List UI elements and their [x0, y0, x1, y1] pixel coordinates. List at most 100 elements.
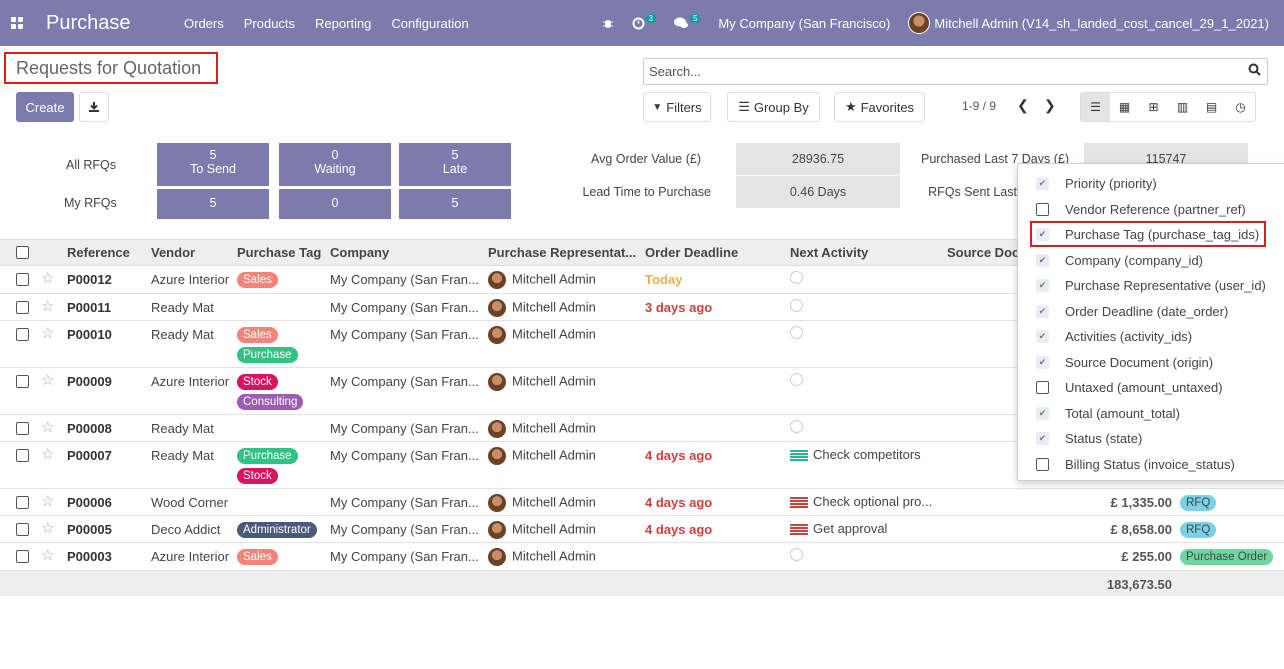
- row-checkbox[interactable]: [16, 523, 29, 536]
- row-checkbox[interactable]: [16, 550, 29, 563]
- row-checkbox[interactable]: [16, 375, 29, 388]
- app-brand[interactable]: Purchase: [46, 11, 131, 34]
- table-row[interactable]: ☆ P00006 Wood Corner My Company (San Fra…: [0, 489, 1284, 516]
- clock-icon[interactable]: [790, 548, 803, 561]
- column-toggle-checkbox[interactable]: ✔: [1036, 329, 1049, 343]
- star-icon[interactable]: ☆: [41, 547, 55, 564]
- optional-column-item[interactable]: Billing Status (invoice_status): [1036, 453, 1235, 475]
- optional-column-item[interactable]: ✔ Status (state): [1036, 427, 1142, 449]
- column-toggle-checkbox[interactable]: ✔: [1036, 253, 1049, 267]
- pager-previous-icon[interactable]: ❮: [1017, 97, 1029, 113]
- column-source-document[interactable]: Source Doc: [947, 245, 1020, 260]
- menu-products[interactable]: Products: [243, 15, 296, 31]
- star-icon[interactable]: ☆: [41, 419, 55, 436]
- optional-column-item[interactable]: Untaxed (amount_untaxed): [1036, 376, 1223, 398]
- optional-column-item[interactable]: ✔ Purchase Tag (purchase_tag_ids): [1036, 223, 1259, 245]
- column-reference[interactable]: Reference: [67, 245, 130, 260]
- company-switcher[interactable]: My Company (San Francisco): [718, 15, 891, 31]
- table-row[interactable]: ☆ P00010 Ready Mat Sales Purchase My Comp…: [0, 321, 1284, 368]
- clock-icon[interactable]: [790, 271, 803, 284]
- create-button[interactable]: Create: [16, 92, 74, 122]
- clock-icon[interactable]: [790, 326, 803, 339]
- clock-icon[interactable]: [790, 420, 803, 433]
- pivot-view-icon[interactable]: ⊞: [1148, 100, 1159, 114]
- graph-view-icon[interactable]: ▥: [1176, 100, 1189, 114]
- table-row[interactable]: ☆ P00011 Ready Mat My Company (San Fran.…: [0, 294, 1284, 321]
- optional-column-item[interactable]: ✔ Source Document (origin): [1036, 351, 1213, 373]
- star-icon[interactable]: ☆: [41, 325, 55, 342]
- column-purchase-tag[interactable]: Purchase Tag: [237, 245, 322, 260]
- kanban-view-icon[interactable]: ▦: [1118, 100, 1131, 114]
- menu-configuration[interactable]: Configuration: [391, 15, 469, 31]
- menu-reporting[interactable]: Reporting: [315, 15, 372, 31]
- activity-type-icon[interactable]: [790, 496, 808, 509]
- optional-column-item[interactable]: ✔ Purchase Representative (user_id): [1036, 274, 1266, 296]
- pager-value[interactable]: 1-9 / 9: [962, 99, 997, 113]
- column-next-activity[interactable]: Next Activity: [790, 245, 869, 260]
- column-toggle-checkbox[interactable]: [1036, 380, 1049, 394]
- search-input[interactable]: Search...: [643, 58, 1268, 85]
- apps-menu-icon[interactable]: [0, 0, 34, 46]
- table-row[interactable]: ☆ P00012 Azure Interior Sales My Company…: [0, 266, 1284, 294]
- clock-icon[interactable]: [790, 299, 803, 312]
- table-row[interactable]: ☆ P00008 Ready Mat My Company (San Fran.…: [0, 415, 1284, 442]
- activity-view-icon[interactable]: ◷: [1235, 100, 1246, 114]
- calendar-view-icon[interactable]: ▤: [1205, 100, 1218, 114]
- column-toggle-checkbox[interactable]: ✔: [1036, 406, 1049, 420]
- filters-button[interactable]: ▼ Filters: [643, 92, 711, 122]
- star-icon[interactable]: ☆: [41, 446, 55, 463]
- star-icon[interactable]: ☆: [41, 372, 55, 389]
- user-menu[interactable]: Mitchell Admin (V14_sh_landed_cost_cance…: [908, 12, 1269, 34]
- pager-next-icon[interactable]: ❯: [1044, 97, 1056, 113]
- row-checkbox[interactable]: [16, 496, 29, 509]
- search-icon[interactable]: [1248, 63, 1261, 79]
- column-company[interactable]: Company: [330, 245, 390, 260]
- menu-orders[interactable]: Orders: [184, 15, 224, 31]
- download-button[interactable]: [79, 92, 109, 122]
- favorites-button[interactable]: ★ Favorites: [834, 92, 925, 122]
- activity-menu[interactable]: 3: [632, 13, 656, 30]
- column-toggle-checkbox[interactable]: ✔: [1036, 431, 1049, 445]
- activity-type-icon[interactable]: [790, 523, 808, 536]
- optional-column-item[interactable]: ✔ Order Deadline (date_order): [1036, 300, 1228, 322]
- tile-my-waiting[interactable]: 0: [279, 189, 391, 219]
- column-toggle-checkbox[interactable]: [1036, 202, 1049, 216]
- clock-icon[interactable]: [790, 373, 803, 386]
- column-toggle-checkbox[interactable]: [1036, 457, 1049, 471]
- row-checkbox[interactable]: [16, 328, 29, 341]
- row-checkbox[interactable]: [16, 449, 29, 462]
- select-all-checkbox[interactable]: [16, 246, 29, 259]
- column-toggle-checkbox[interactable]: ✔: [1036, 227, 1049, 241]
- list-view-icon[interactable]: ☰: [1081, 93, 1110, 121]
- star-icon[interactable]: ☆: [41, 520, 55, 537]
- activity-type-icon[interactable]: [790, 449, 808, 462]
- column-representative[interactable]: Purchase Representat...: [488, 245, 637, 260]
- table-row[interactable]: ☆ P00003 Azure Interior Sales My Company…: [0, 543, 1284, 571]
- tile-my-to-send[interactable]: 5: [157, 189, 269, 219]
- column-toggle-checkbox[interactable]: ✔: [1036, 304, 1049, 318]
- tile-my-late[interactable]: 5: [399, 189, 511, 219]
- tile-to-send[interactable]: 5 To Send: [157, 143, 269, 186]
- optional-column-item[interactable]: ✔ Total (amount_total): [1036, 402, 1180, 424]
- group-by-button[interactable]: ☰ Group By: [727, 92, 820, 122]
- column-toggle-checkbox[interactable]: ✔: [1036, 176, 1049, 190]
- row-checkbox[interactable]: [16, 273, 29, 286]
- row-checkbox[interactable]: [16, 301, 29, 314]
- column-order-deadline[interactable]: Order Deadline: [645, 245, 739, 260]
- debug-icon[interactable]: [602, 17, 614, 29]
- column-toggle-checkbox[interactable]: ✔: [1036, 278, 1049, 292]
- star-icon[interactable]: ☆: [41, 270, 55, 287]
- optional-column-item[interactable]: Vendor Reference (partner_ref): [1036, 198, 1246, 220]
- table-row[interactable]: ☆ P00005 Deco Addict Administrator My Co…: [0, 516, 1284, 543]
- table-row[interactable]: ☆ P00007 Ready Mat Purchase Stock My Comp…: [0, 442, 1284, 489]
- star-icon[interactable]: ☆: [41, 493, 55, 510]
- messaging-menu[interactable]: 5: [673, 13, 701, 29]
- optional-column-item[interactable]: ✔ Company (company_id): [1036, 249, 1203, 271]
- table-row[interactable]: ☆ P00009 Azure Interior Stock Consulting …: [0, 368, 1284, 415]
- column-vendor[interactable]: Vendor: [151, 245, 196, 260]
- optional-column-item[interactable]: ✔ Priority (priority): [1036, 172, 1157, 194]
- optional-column-item[interactable]: ✔ Activities (activity_ids): [1036, 325, 1192, 347]
- tile-late[interactable]: 5 Late: [399, 143, 511, 186]
- star-icon[interactable]: ☆: [41, 298, 55, 315]
- column-toggle-checkbox[interactable]: ✔: [1036, 355, 1049, 369]
